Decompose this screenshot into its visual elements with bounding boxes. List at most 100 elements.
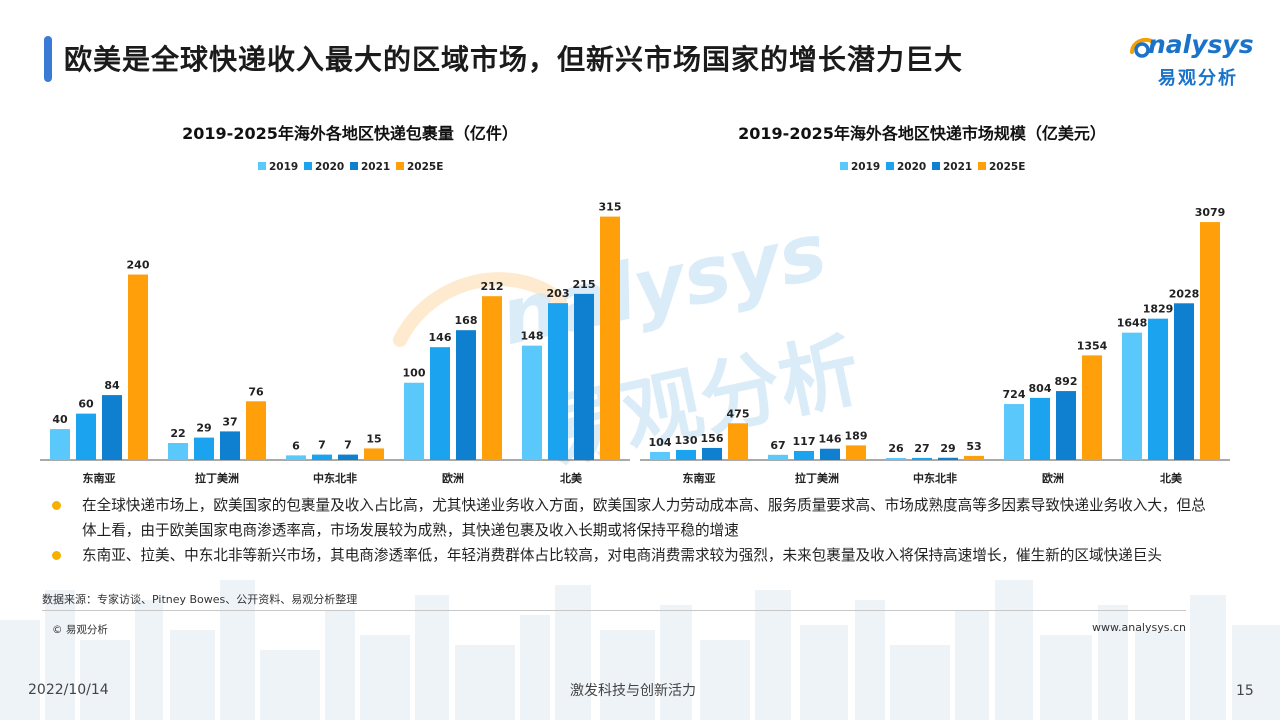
data-label: 100 (403, 367, 426, 380)
data-label: 27 (914, 442, 929, 455)
legend-item: 2025E (396, 161, 443, 173)
legend-item: 2020 (886, 161, 926, 173)
data-label: 148 (521, 330, 544, 343)
bar (286, 455, 306, 460)
legend-label: 2019 (269, 161, 298, 173)
website-link[interactable]: www.analysys.cn (1092, 621, 1186, 634)
legend-label: 2019 (851, 161, 880, 173)
bar (1056, 391, 1076, 460)
logo-text-en: nalysys (1148, 30, 1254, 59)
data-label: 1354 (1077, 339, 1108, 352)
logo-swoosh-icon (1130, 37, 1156, 58)
bar (650, 451, 670, 460)
data-label: 60 (78, 398, 94, 411)
legend-label: 2021 (361, 161, 390, 173)
bar (522, 345, 542, 460)
bar (50, 429, 70, 460)
bar (702, 447, 722, 460)
legend-swatch (840, 162, 848, 170)
data-label: 2028 (1169, 287, 1200, 300)
data-label: 40 (52, 413, 68, 426)
bullet-text: 东南亚、拉美、中东北非等新兴市场，其电商渗透率低，年轻消费群体占比较高，对电商消… (82, 547, 1162, 564)
legend-label: 2020 (897, 161, 926, 173)
data-label: 892 (1055, 375, 1078, 388)
bar (728, 423, 748, 460)
data-label: 1648 (1117, 317, 1148, 330)
bar (846, 445, 866, 460)
bar (312, 454, 332, 460)
bullet-dot-icon (52, 551, 61, 560)
legend-label: 2025E (989, 161, 1025, 173)
bullet-dot-icon (52, 501, 61, 510)
data-label: 215 (573, 278, 596, 291)
category-tick-label: 拉丁美洲 (195, 471, 239, 485)
data-label: 240 (127, 259, 150, 272)
bar (964, 455, 984, 460)
bar (102, 395, 122, 460)
data-label: 168 (455, 314, 478, 327)
data-label: 315 (599, 201, 622, 214)
legend-swatch (350, 162, 358, 170)
data-label: 212 (481, 280, 504, 293)
legend-item: 2021 (932, 161, 972, 173)
title-accent-bar (44, 36, 52, 82)
bar (676, 449, 696, 460)
bar (1004, 404, 1024, 460)
bar (430, 347, 450, 460)
bar (1174, 303, 1194, 460)
bar (76, 413, 96, 460)
bullet-text: 在全球快递市场上，欧美国家的包裹量及收入占比高，尤其快递业务收入方面，欧美国家人… (82, 497, 1206, 539)
data-label: 29 (196, 422, 211, 435)
bar (482, 296, 502, 460)
logo-text-cn: 易观分析 (1158, 68, 1238, 89)
page-number: 15 (1236, 683, 1254, 699)
bar (1200, 222, 1220, 460)
data-label: 37 (222, 415, 237, 428)
page-title: 欧美是全球快递收入最大的区域市场，但新兴市场国家的增长潜力巨大 (64, 43, 964, 76)
bar (168, 443, 188, 460)
data-label: 475 (727, 407, 750, 420)
category-tick-label: 北美 (1160, 471, 1183, 485)
bar (768, 454, 788, 460)
legend-label: 2021 (943, 161, 972, 173)
legend-item: 2019 (258, 161, 298, 173)
data-label: 130 (675, 434, 698, 447)
bar (886, 457, 906, 460)
legend: 2019 2020 2021 2025E (258, 161, 443, 173)
data-label: 189 (845, 429, 868, 442)
legend: 2019 2020 2021 2025E (840, 161, 1025, 173)
bar (938, 457, 958, 460)
data-label: 7 (318, 439, 326, 452)
bar (1082, 355, 1102, 460)
slide-date: 2022/10/14 (28, 682, 109, 698)
data-label: 29 (940, 442, 955, 455)
bullet-item: 东南亚、拉美、中东北非等新兴市场，其电商渗透率低，年轻消费群体占比较高，对电商消… (52, 543, 1212, 568)
bar (1030, 397, 1050, 460)
data-label: 146 (819, 433, 842, 446)
data-label: 724 (1003, 388, 1026, 401)
data-label: 67 (770, 439, 785, 452)
analysys-logo: nalysys 易观分析 (1128, 30, 1258, 92)
chart1-title: 2019-2025年海外各地区快递包裹量（亿件） (182, 124, 518, 143)
data-label: 3079 (1195, 206, 1226, 219)
bar (246, 401, 266, 460)
legend-item: 2020 (304, 161, 344, 173)
bar (128, 274, 148, 460)
category-tick-label: 东南亚 (683, 471, 716, 485)
insight-bullets: 在全球快递市场上，欧美国家的包裹量及收入占比高，尤其快递业务收入方面，欧美国家人… (52, 493, 1212, 568)
category-tick-label: 欧洲 (1042, 471, 1064, 485)
legend-item: 2019 (840, 161, 880, 173)
data-label: 156 (701, 432, 724, 445)
bullet-item: 在全球快递市场上，欧美国家的包裹量及收入占比高，尤其快递业务收入方面，欧美国家人… (52, 493, 1212, 543)
bar (338, 454, 358, 460)
bar (220, 431, 240, 460)
data-label: 84 (104, 379, 120, 392)
category-tick-label: 东南亚 (83, 471, 116, 485)
bar (600, 216, 620, 460)
data-label: 6 (292, 439, 300, 452)
legend-label: 2025E (407, 161, 443, 173)
data-label: 26 (888, 442, 904, 455)
footer-divider (42, 610, 1186, 611)
data-label: 203 (547, 287, 570, 300)
